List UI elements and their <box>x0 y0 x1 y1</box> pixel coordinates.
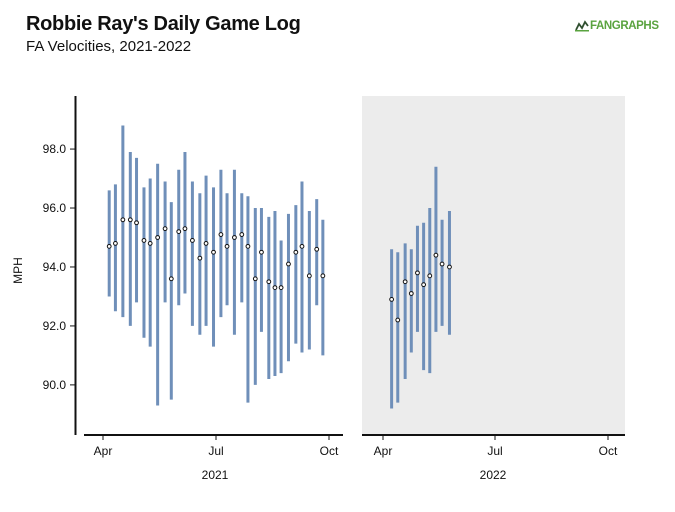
x-axis-year-label: 2021 <box>202 468 229 482</box>
average-velocity-point <box>278 285 284 291</box>
average-velocity-point <box>147 240 153 246</box>
x-axis-year-label: 2022 <box>480 468 507 482</box>
average-velocity-point <box>182 226 188 232</box>
average-velocity-point <box>314 246 320 252</box>
average-velocity-point <box>286 261 291 267</box>
average-velocity-point <box>245 243 251 249</box>
average-velocity-point <box>266 279 272 285</box>
y-tick-label: 96.0 <box>43 201 67 215</box>
fangraphs-logo: FANGRAPHS <box>575 20 659 32</box>
x-tick-label: Jul <box>208 444 223 458</box>
average-velocity-point <box>389 297 395 302</box>
chart-subtitle: FA Velocities, 2021-2022 <box>26 38 192 55</box>
average-velocity-point <box>162 226 168 232</box>
average-velocity-point <box>320 273 326 279</box>
average-velocity-point <box>433 252 439 258</box>
average-velocity-point <box>259 249 264 255</box>
average-velocity-point <box>197 255 203 261</box>
x-tick-label: Jul <box>487 444 502 458</box>
average-velocity-point <box>120 217 126 223</box>
average-velocity-point <box>134 220 139 226</box>
average-velocity-point <box>190 238 195 243</box>
average-velocity-point <box>395 317 401 323</box>
y-tick-label: 90.0 <box>43 378 67 392</box>
average-velocity-point <box>306 273 312 279</box>
x-tick-label: Apr <box>94 444 113 458</box>
average-velocity-point <box>299 243 305 249</box>
x-tick-label: Oct <box>599 444 618 458</box>
panel-2021: Apr Jul Oct 2021 <box>84 125 343 482</box>
average-velocity-point <box>224 243 230 249</box>
average-velocity-point <box>408 291 414 296</box>
average-velocity-point <box>218 232 224 237</box>
y-tick-label: 92.0 <box>43 319 67 333</box>
panel-2022: Apr Jul Oct 2022 <box>362 166 625 482</box>
average-velocity-point <box>113 240 118 246</box>
average-velocity-point <box>176 229 182 235</box>
average-velocity-point <box>402 279 408 285</box>
average-velocity-point <box>415 270 420 276</box>
average-velocity-point <box>239 232 245 237</box>
chart-title: Robbie Ray's Daily Game Log <box>26 13 301 35</box>
y-tick-label: 94.0 <box>43 260 67 274</box>
average-velocity-point <box>439 261 445 267</box>
panel-background-2022 <box>362 96 625 435</box>
average-velocity-point <box>127 217 133 223</box>
average-velocity-point <box>106 243 112 249</box>
average-velocity-point <box>272 285 278 291</box>
average-velocity-point <box>427 273 433 279</box>
average-velocity-point <box>293 249 299 255</box>
x-tick-label: Oct <box>320 444 339 458</box>
average-velocity-point <box>141 238 147 243</box>
average-velocity-point <box>252 276 258 282</box>
average-velocity-point <box>168 276 174 282</box>
average-velocity-point <box>211 249 216 255</box>
average-velocity-point <box>155 235 161 240</box>
y-tick-label: 98.0 <box>43 142 67 156</box>
fangraphs-chart-icon <box>575 20 589 32</box>
average-velocity-point <box>203 240 209 246</box>
average-velocity-point <box>447 264 452 270</box>
average-velocity-point <box>232 235 237 240</box>
fangraphs-logo-text: FANGRAPHS <box>590 20 659 32</box>
x-tick-label: Apr <box>374 444 393 458</box>
average-velocity-point <box>421 282 427 288</box>
y-axis-label: MPH <box>11 257 25 284</box>
